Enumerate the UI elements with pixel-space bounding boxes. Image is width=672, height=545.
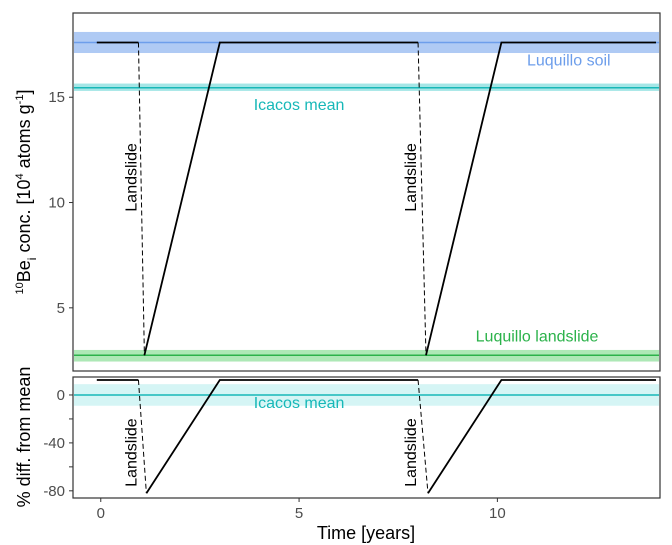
bottom-y-axis-title: % diff. from mean	[14, 367, 34, 508]
top-annotations: Luquillo soil Icacos mean Luquillo landsli…	[123, 53, 610, 346]
top-drops	[137, 42, 427, 356]
concentration-line	[143, 41, 419, 356]
landslide-drop-line	[417, 42, 427, 356]
top-y-axis-title: 10Bei conc. [104 atoms g-1]	[14, 90, 39, 295]
concentration-line	[425, 41, 656, 356]
top-lines	[96, 41, 656, 356]
top-panel-border	[72, 12, 661, 372]
x-axis-title: Time [years]	[317, 523, 415, 543]
y-tick-label: -40	[43, 435, 65, 452]
y-tick-label: 15	[48, 89, 65, 106]
landslide-drop-line	[137, 42, 145, 356]
concentration-line	[145, 379, 419, 494]
y-tick-label: 0	[57, 387, 65, 404]
landslide-label: Landslide	[123, 143, 140, 212]
x-tick-label: 5	[295, 505, 303, 522]
bottom-lines	[96, 379, 656, 494]
band-label: Luquillo landslide	[476, 329, 599, 346]
landslide-drop-line	[137, 379, 147, 494]
top-bands	[74, 31, 659, 362]
bottom-annotations: Icacos mean Landslide Landslide	[123, 395, 420, 487]
y-tick-label: 5	[57, 300, 65, 317]
bottom-bands	[74, 384, 659, 406]
band-label: Luquillo soil	[527, 53, 611, 70]
x-tick-label: 10	[489, 505, 506, 522]
x-axis: 0 5 10	[97, 498, 506, 522]
y-tick-label: 10	[48, 195, 65, 212]
bottom-y-axis: 0 -40 -80	[43, 387, 73, 500]
band-label: Icacos mean	[254, 97, 345, 114]
bottom-panel: 0 -40 -80 0 5 10 Icacos mean Landslide Landsli…	[14, 367, 661, 543]
landslide-label: Landslide	[403, 143, 420, 212]
top-panel: 5 10 15 Luquillo soil Icacos mean Luquillo l…	[14, 12, 661, 372]
top-y-axis: 5 10 15	[48, 89, 73, 317]
bottom-drops	[137, 379, 429, 494]
landslide-label: Landslide	[123, 418, 140, 487]
concentration-line	[427, 379, 656, 494]
x-tick-label: 0	[97, 505, 105, 522]
landslide-label: Landslide	[403, 418, 420, 487]
band-label: Icacos mean	[254, 395, 345, 412]
landslide-drop-line	[417, 379, 429, 494]
y-tick-label: -80	[43, 483, 65, 500]
bottom-panel-border	[72, 376, 661, 499]
